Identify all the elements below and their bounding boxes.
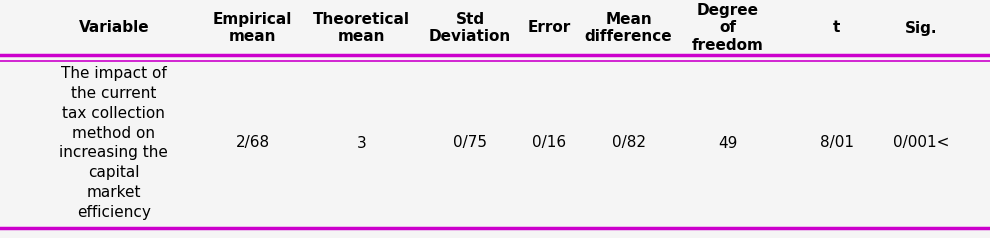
Text: 3: 3 — [356, 135, 366, 150]
Text: 8/01: 8/01 — [820, 135, 853, 150]
Text: Theoretical
mean: Theoretical mean — [313, 12, 410, 44]
Text: Std
Deviation: Std Deviation — [429, 12, 512, 44]
Text: Variable: Variable — [78, 20, 149, 35]
Text: 0/82: 0/82 — [612, 135, 645, 150]
Text: t: t — [833, 20, 841, 35]
Text: The impact of
the current
tax collection
method on
increasing the
capital
market: The impact of the current tax collection… — [59, 66, 168, 220]
Text: Mean
difference: Mean difference — [585, 12, 672, 44]
Text: 0/75: 0/75 — [453, 135, 487, 150]
Text: Error: Error — [528, 20, 571, 35]
Text: 0/001<: 0/001< — [893, 135, 948, 150]
Text: 0/16: 0/16 — [533, 135, 566, 150]
Text: Empirical
mean: Empirical mean — [213, 12, 292, 44]
Text: Degree
of
freedom: Degree of freedom — [692, 3, 763, 53]
Text: Sig.: Sig. — [905, 20, 937, 35]
Text: 2/68: 2/68 — [236, 135, 269, 150]
Text: 49: 49 — [718, 135, 738, 150]
